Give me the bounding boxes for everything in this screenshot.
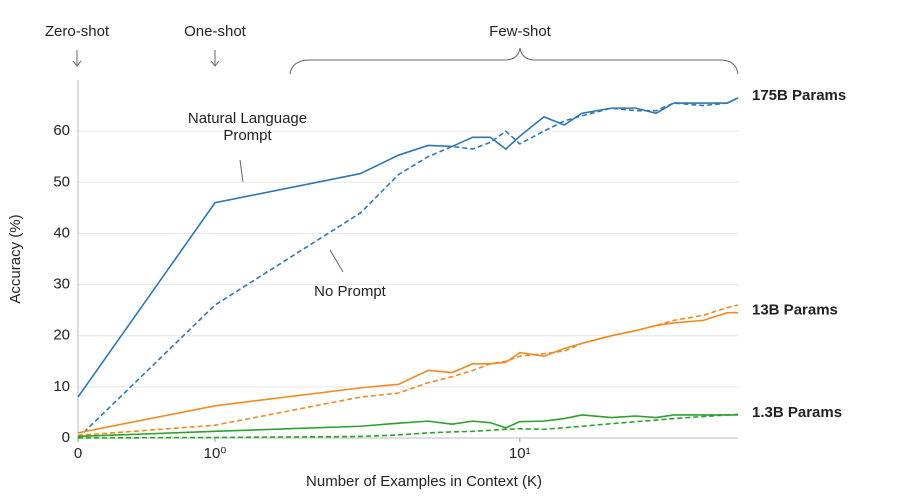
no-prompt-note: No Prompt — [314, 283, 386, 300]
y-tick-label: 10 — [53, 378, 70, 395]
zero-shot-label: Zero-shot — [45, 23, 110, 40]
one-shot-label: One-shot — [184, 23, 247, 40]
few-shot-brace — [289, 47, 739, 75]
x-tick-label: 10⁰ — [204, 445, 227, 462]
y-tick-label: 60 — [53, 122, 70, 139]
y-tick-label: 40 — [53, 224, 70, 241]
series-line — [77, 97, 739, 439]
series-line — [77, 413, 739, 439]
natural-language-prompt-note: Natural Language Prompt — [187, 110, 308, 144]
x-tick-label: 10¹ — [509, 445, 531, 462]
few-shot-label: Few-shot — [489, 23, 552, 40]
one-shot-arrow — [210, 50, 220, 67]
series-label: 1.3B Params — [752, 404, 842, 421]
no-prompt-pointer — [329, 249, 344, 273]
y-tick-label: 20 — [53, 327, 70, 344]
series-line — [77, 414, 738, 438]
arrows — [72, 47, 739, 273]
series-line — [77, 304, 739, 437]
prompt-pointer — [239, 159, 244, 183]
x-tick-label: 0 — [74, 445, 82, 462]
series-label: 175B Params — [752, 87, 846, 104]
zero-shot-arrow — [72, 50, 82, 67]
series-line — [77, 311, 738, 434]
y-tick-label: 50 — [53, 173, 70, 190]
y-tick-label: 30 — [53, 276, 70, 293]
series-label: 13B Params — [752, 302, 838, 319]
y-axis-label: Accuracy (%) — [7, 214, 24, 303]
y-tick-label: 0 — [62, 429, 70, 446]
x-axis-label: Number of Examples in Context (K) — [306, 473, 542, 490]
